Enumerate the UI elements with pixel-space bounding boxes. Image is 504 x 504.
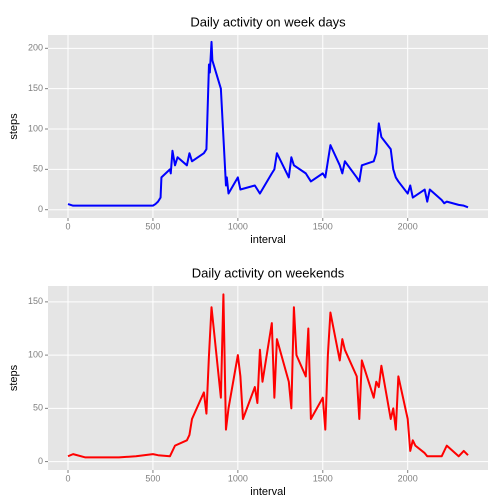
y-tick-label: 50 xyxy=(33,403,43,413)
x-axis-title: interval xyxy=(250,234,285,246)
x-tick-label: 1500 xyxy=(313,473,333,483)
y-tick-label: 50 xyxy=(33,164,43,174)
plot-background xyxy=(48,286,488,470)
x-tick-label: 1000 xyxy=(228,473,248,483)
x-tick-label: 500 xyxy=(145,221,160,231)
x-tick-label: 0 xyxy=(65,473,70,483)
y-axis-title: steps xyxy=(8,113,20,140)
y-tick-label: 100 xyxy=(28,123,43,133)
y-axis-title: steps xyxy=(8,364,20,391)
x-tick-label: 1000 xyxy=(228,221,248,231)
x-axis-title: interval xyxy=(250,486,285,498)
x-tick-label: 2000 xyxy=(398,221,418,231)
chart-title: Daily activity on week days xyxy=(190,14,346,29)
x-tick-label: 2000 xyxy=(398,473,418,483)
y-tick-label: 0 xyxy=(38,456,43,466)
plot-background xyxy=(48,35,488,218)
y-tick-label: 0 xyxy=(38,204,43,214)
data-line xyxy=(67,40,469,209)
x-tick-label: 0 xyxy=(65,221,70,231)
chart-title: Daily activity on weekends xyxy=(192,265,345,280)
x-tick-label: 500 xyxy=(145,473,160,483)
y-tick-label: 150 xyxy=(28,296,43,306)
x-tick-label: 1500 xyxy=(313,221,333,231)
data-line xyxy=(67,293,469,459)
y-tick-label: 100 xyxy=(28,349,43,359)
y-tick-label: 200 xyxy=(28,43,43,53)
y-tick-label: 150 xyxy=(28,83,43,93)
